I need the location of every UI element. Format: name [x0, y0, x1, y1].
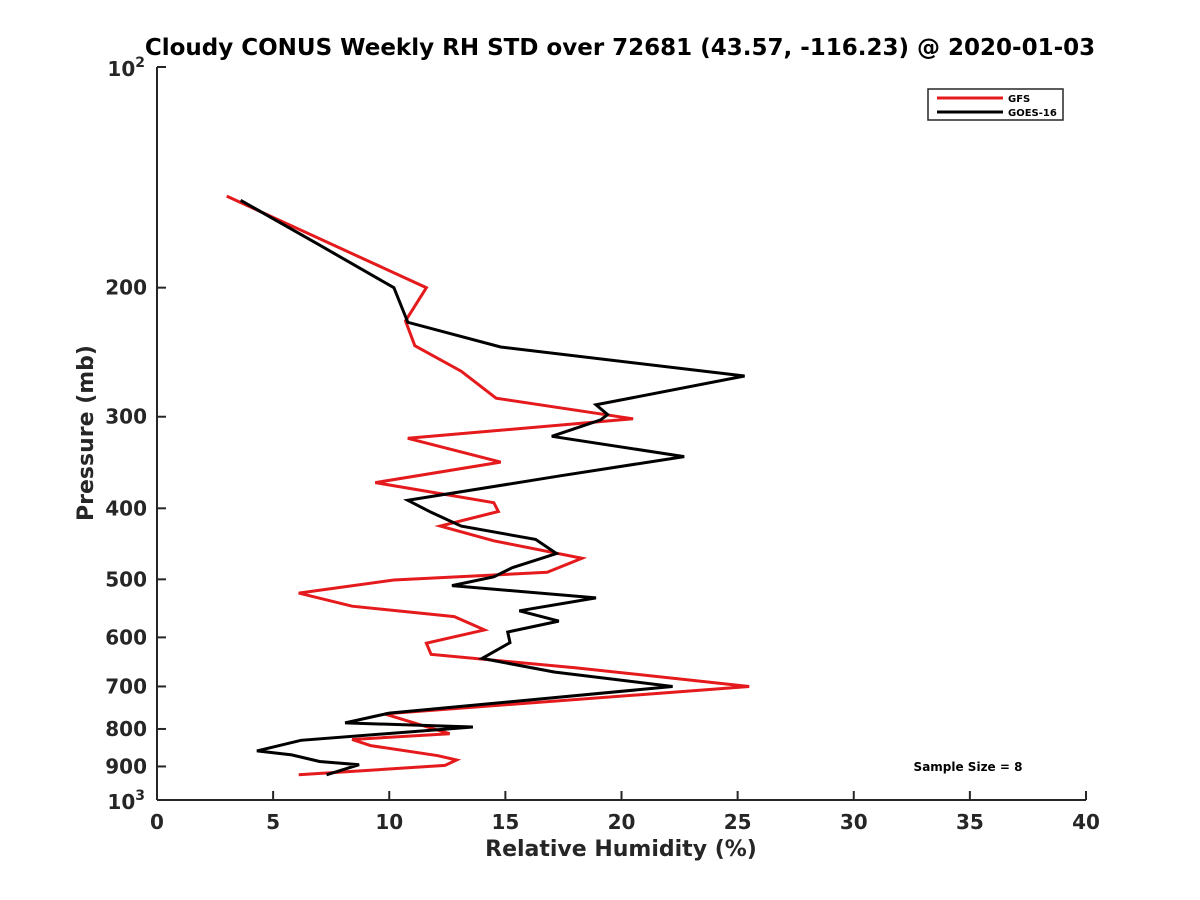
legend-label: GOES-16: [1008, 108, 1057, 119]
x-axis-ticks: 0 5 10 15 20 25 30 35 40: [150, 791, 1100, 834]
x-tick-label: 15: [491, 810, 519, 834]
plot-area: 0 5 10 15 20 25 30 35 40 10220030040050060070080…: [105, 55, 1100, 834]
x-tick-label: 10: [375, 810, 403, 834]
y-tick-label: 400: [105, 496, 147, 520]
x-tick-label: 35: [956, 810, 984, 834]
x-tick-label: 40: [1072, 810, 1100, 834]
series-line-goes-16: [239, 198, 745, 777]
y-tick-label: 700: [105, 674, 147, 698]
y-tick-label: 900: [105, 754, 147, 778]
y-tick-label: 200: [105, 276, 147, 300]
x-tick-label: 30: [840, 810, 868, 834]
tick-power-exponent: 3: [135, 788, 145, 804]
x-tick-label: 5: [266, 810, 280, 834]
y-tick-label-power: 103: [107, 788, 145, 814]
legend-box: [927, 88, 1064, 121]
x-tick-label: 0: [150, 810, 164, 834]
tick-power-exponent: 2: [135, 55, 145, 71]
x-tick-label: 25: [724, 810, 752, 834]
y-tick-label: 300: [105, 405, 147, 429]
legend-label: GFS: [1008, 94, 1030, 105]
tick-power-base: 10: [107, 790, 135, 814]
tick-power-base: 10: [107, 57, 135, 81]
sample-size-annotation: Sample Size = 8: [914, 760, 1023, 774]
x-axis-title: Relative Humidity (%): [485, 837, 757, 862]
series-lines: [226, 194, 750, 777]
legend: GFS GOES-16: [927, 88, 1064, 121]
chart-title: Cloudy CONUS Weekly RH STD over 72681 (4…: [145, 35, 1095, 61]
y-tick-label: 800: [105, 717, 147, 741]
y-tick-label: 600: [105, 625, 147, 649]
y-axis-title: Pressure (mb): [74, 345, 99, 521]
y-tick-label: 500: [105, 567, 147, 591]
series-line-gfs: [226, 194, 750, 777]
x-tick-label: 20: [608, 810, 636, 834]
y-tick-label-power: 102: [107, 55, 145, 81]
